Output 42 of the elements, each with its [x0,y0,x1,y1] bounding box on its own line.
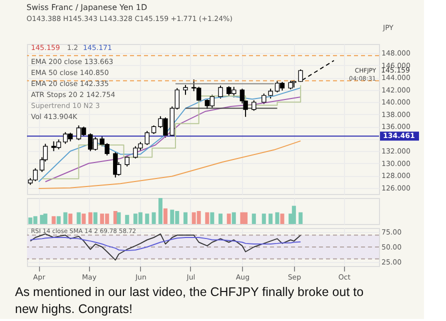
bar [82,214,86,224]
bar [116,212,121,224]
bar [226,214,231,224]
line-series [30,237,302,252]
bar [125,214,130,224]
bar [280,214,284,224]
bar [158,198,162,224]
text: As mentioned in our last video, the CHFJPY finally broke out to new highs. Congrats! [15,285,364,316]
bar [43,214,48,224]
bar [275,212,280,224]
candlestick [252,100,256,112]
bar [252,214,256,224]
bar [244,212,248,224]
candlestick [124,154,130,167]
bar [298,212,303,224]
bar [52,216,56,224]
bar [152,212,156,224]
bar [163,208,168,224]
bar [56,216,61,224]
bar [210,212,214,224]
candlestick [183,84,188,96]
candlestick [218,85,223,99]
bar [145,214,150,224]
candlestick [113,151,118,178]
line-series [38,140,302,189]
bar [268,214,273,224]
bar [292,206,296,224]
bar [218,214,223,224]
bar [76,212,81,224]
candlestick [268,88,273,99]
bar [205,212,210,224]
candlestick [262,93,266,104]
line-series [30,233,302,261]
bar [93,212,98,224]
bar [63,212,68,224]
bar [68,214,72,224]
bar [183,212,188,224]
bar [232,212,236,224]
candlestick [144,130,150,146]
chart-title: Swiss Franc / Japanese Yen 1D [26,3,148,12]
bar [88,212,92,224]
bar [262,214,266,224]
